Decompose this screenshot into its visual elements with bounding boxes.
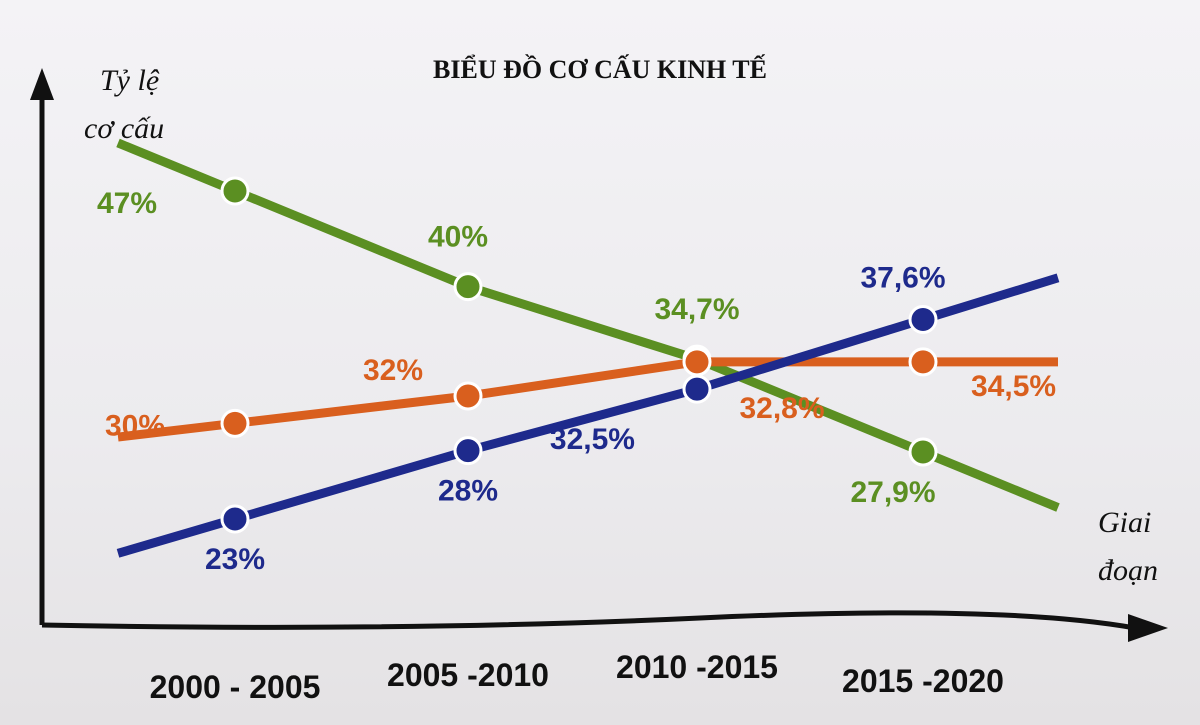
x-tick-label-3: 2010 -2015 [616,649,778,685]
data-point-orange-3 [682,347,712,377]
x-axis-arrow [1128,614,1168,642]
x-tick-label-4: 2015 -2020 [842,663,1004,699]
data-point-blue-1 [220,504,250,534]
data-label-green-4: 27,9% [850,476,935,509]
extra-data-label-1: 32,8% [739,392,824,425]
chart-title: BIỂU ĐỒ CƠ CẤU KINH TẾ [433,55,767,84]
data-label-blue-2: 28% [438,475,498,508]
data-point-blue-4 [908,304,938,334]
data-label-orange-4: 34,5% [971,370,1056,403]
data-point-orange-4 [908,347,938,377]
data-label-orange-2: 32% [363,354,423,387]
series-line-orange [117,357,1058,442]
data-label-blue-4: 37,6% [860,261,945,294]
data-point-green-4 [908,437,938,467]
y-axis-arrow [30,68,54,100]
x-axis-label-line2: đoạn [1098,554,1158,587]
data-point-orange-2 [453,381,483,411]
data-point-blue-2 [453,436,483,466]
data-point-green-2 [453,272,483,302]
x-axis [41,610,1136,631]
y-axis-label-line1: Tỷ lệ [100,64,160,97]
data-point-green-1 [220,176,250,206]
data-label-blue-3: 32,5% [550,423,635,456]
series-line-green [116,138,1060,512]
data-point-orange-1 [220,408,250,438]
x-tick-label-1: 2000 - 2005 [150,669,321,705]
data-point-blue-3 [682,374,712,404]
data-label-green-3: 34,7% [654,293,739,326]
series-line-blue [116,273,1060,558]
data-label-green-2: 40% [428,221,488,254]
y-axis-label-line2: cơ cấu [84,112,164,145]
x-axis-label-line1: Giai [1098,506,1151,539]
data-label-blue-1: 23% [205,543,265,576]
data-label-green-1: 47% [97,187,157,220]
data-label-orange-1: 30% [105,409,165,442]
x-tick-label-2: 2005 -2010 [387,657,549,693]
